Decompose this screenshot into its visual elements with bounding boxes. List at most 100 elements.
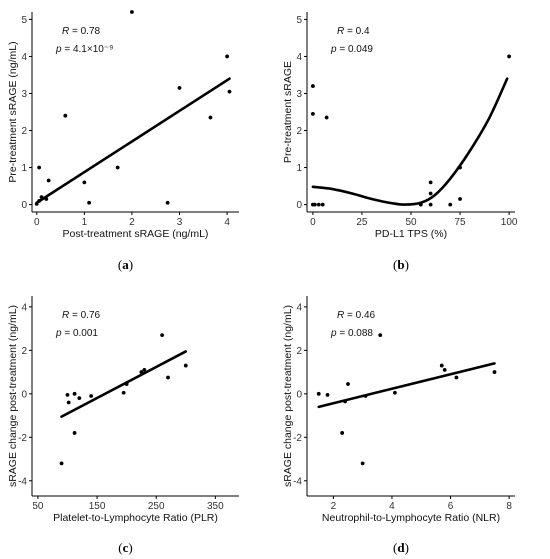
- data-point: [439, 363, 444, 368]
- data-point: [392, 390, 397, 395]
- annotation-p: p = 0.049: [330, 44, 373, 55]
- data-point: [428, 191, 433, 196]
- data-point: [325, 393, 330, 397]
- data-point: [448, 202, 453, 207]
- y-tick-label: 5: [21, 15, 27, 26]
- data-point: [46, 178, 51, 183]
- data-point: [72, 431, 77, 435]
- annotation-r: R = 0.46: [337, 310, 376, 321]
- annotation-r: R = 0.76: [62, 310, 101, 321]
- annotation-p: p = 0.001: [55, 328, 98, 339]
- y-tick-label: -2: [293, 433, 302, 444]
- data-point: [77, 396, 82, 401]
- x-tick-label: 3: [177, 217, 183, 228]
- data-point: [428, 202, 433, 207]
- y-tick-label: 4: [21, 52, 27, 63]
- y-axis-title: sRAGE change post-treatment (ng/mL): [7, 305, 19, 487]
- data-point: [310, 84, 315, 88]
- data-point: [340, 431, 345, 435]
- data-point: [378, 333, 383, 338]
- fit-line: [311, 77, 509, 206]
- fit-line: [35, 77, 231, 205]
- y-axis-title: sRAGE change post-treatment (ng/mL): [282, 305, 294, 487]
- data-point: [507, 54, 512, 59]
- data-point: [183, 363, 188, 368]
- x-tick-label: 150: [89, 501, 106, 512]
- x-axis-title: Platelet-to-Lymphocyte Ratio (PLR): [53, 512, 218, 524]
- x-tick-label: 1: [82, 217, 88, 228]
- y-tick-label: 5: [296, 15, 302, 26]
- x-tick-label: 4: [389, 501, 395, 512]
- data-point: [310, 111, 315, 116]
- y-tick-label: 2: [21, 126, 27, 137]
- data-point: [208, 115, 213, 120]
- data-point: [324, 115, 329, 120]
- panel-label: (c): [118, 540, 132, 555]
- data-point: [225, 54, 230, 59]
- data-point: [66, 400, 71, 405]
- x-tick-label: 2: [129, 217, 135, 228]
- data-point: [65, 393, 70, 397]
- x-axis-title: Neutrophil-to-Lymphocyte Ratio (NLR): [322, 512, 500, 524]
- data-point: [428, 180, 433, 185]
- data-point: [312, 202, 317, 207]
- x-tick-label: 6: [448, 501, 454, 512]
- x-tick-label: 50: [405, 217, 417, 228]
- y-tick-label: 4: [21, 302, 27, 313]
- panel-label: (d): [393, 540, 409, 555]
- x-tick-label: 2: [331, 501, 337, 512]
- data-point: [82, 180, 87, 185]
- x-axis-title: Post-treatment sRAGE (ng/mL): [63, 228, 209, 240]
- x-tick-label: 50: [32, 501, 44, 512]
- x-tick-label: 4: [224, 217, 230, 228]
- annotation-p: p = 0.088: [330, 328, 373, 339]
- x-tick-label: 25: [356, 217, 368, 228]
- data-point: [492, 370, 497, 374]
- annotation-r: R = 0.78: [62, 26, 101, 37]
- y-tick-label: 2: [21, 346, 27, 357]
- y-tick-label: -2: [18, 433, 27, 444]
- x-tick-label: 100: [501, 217, 518, 228]
- data-point: [87, 200, 92, 205]
- y-tick-label: 4: [296, 302, 302, 313]
- panel-1: 0 1 2 3 4 0 1 2 3 4 5 Post-treatment sRAGE (ng/mL) P…: [7, 10, 239, 272]
- y-tick-label: -4: [18, 476, 27, 487]
- panel-label: (b): [393, 257, 409, 272]
- y-axis-title: Pre-treatment sRAGE (ng/mL): [7, 41, 19, 182]
- data-point: [160, 333, 165, 338]
- data-point: [227, 89, 232, 94]
- panel-label: (a): [118, 257, 133, 272]
- data-point: [458, 197, 462, 201]
- y-tick-label: 0: [296, 389, 302, 400]
- y-tick-label: 3: [296, 89, 302, 100]
- data-point: [360, 461, 365, 466]
- panel-3: 50 150 250 350 -4 -2 0 2 4 Platelet-to-Lymphocyte…: [7, 296, 239, 555]
- y-tick-label: 2: [296, 346, 302, 357]
- x-tick-label: 8: [506, 501, 512, 512]
- x-tick-label: 0: [34, 217, 40, 228]
- data-point: [142, 368, 147, 372]
- annotation-p: p = 4.1×10⁻⁹: [55, 44, 113, 55]
- data-point: [59, 461, 64, 466]
- x-tick-label: 0: [310, 217, 316, 228]
- data-point: [177, 86, 182, 90]
- data-point: [442, 368, 447, 372]
- data-point: [130, 10, 134, 14]
- data-point: [316, 391, 321, 396]
- fit-line: [60, 350, 188, 418]
- y-tick-label: 1: [296, 163, 302, 174]
- data-point: [454, 375, 459, 380]
- data-point: [37, 165, 42, 170]
- annotation-r: R = 0.4: [337, 26, 370, 37]
- y-tick-label: 0: [296, 200, 302, 211]
- x-axis-title: PD-L1 TPS (%): [375, 228, 447, 240]
- data-point: [115, 165, 120, 170]
- data-point: [166, 375, 170, 380]
- data-point: [72, 391, 77, 396]
- data-point: [165, 200, 170, 205]
- y-tick-label: 3: [21, 89, 27, 100]
- y-tick-label: 2: [296, 126, 302, 137]
- y-tick-label: 0: [21, 389, 27, 400]
